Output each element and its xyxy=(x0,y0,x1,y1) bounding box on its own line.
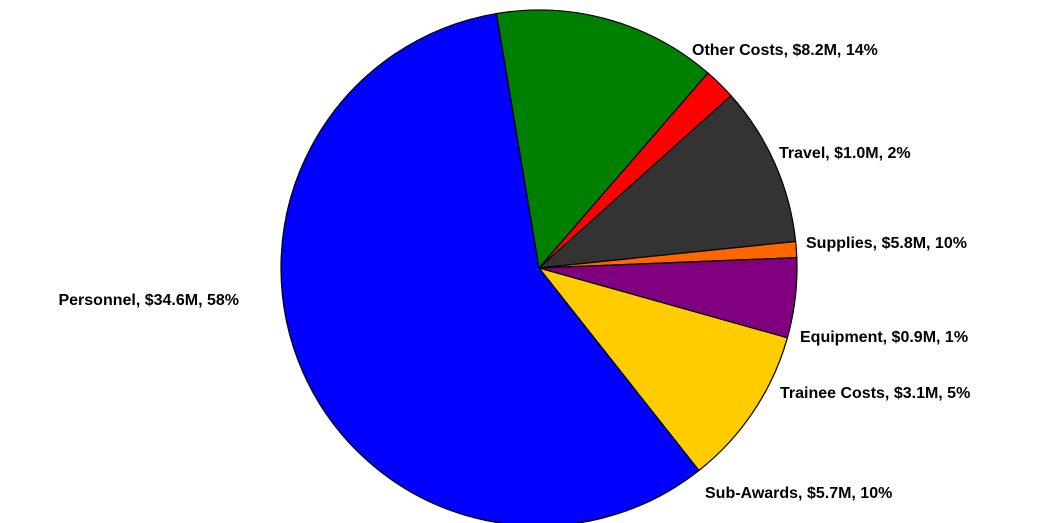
pie-labels: Other Costs, $8.2M, 14% Travel, $1.0M, 2%… xyxy=(58,42,970,502)
slice-label-personnel: Personnel, $34.6M, 58% xyxy=(58,292,239,309)
pie-slice-personnel xyxy=(280,12,700,523)
pie-slice-other-costs xyxy=(495,9,709,269)
slice-label-sub-awards: Sub-Awards, $5.7M, 10% xyxy=(705,485,892,502)
slice-label-supplies: Supplies, $5.8M, 10% xyxy=(806,235,967,252)
pie-slice-sub-awards xyxy=(538,267,788,472)
pie-slice-supplies xyxy=(538,95,797,269)
slice-label-equipment: Equipment, $0.9M, 1% xyxy=(800,329,968,346)
slice-label-other-costs: Other Costs, $8.2M, 14% xyxy=(692,42,878,59)
slice-label-trainee-costs: Trainee Costs, $3.1M, 5% xyxy=(780,385,970,402)
pie-slices xyxy=(280,9,798,523)
slice-label-travel: Travel, $1.0M, 2% xyxy=(779,145,911,162)
